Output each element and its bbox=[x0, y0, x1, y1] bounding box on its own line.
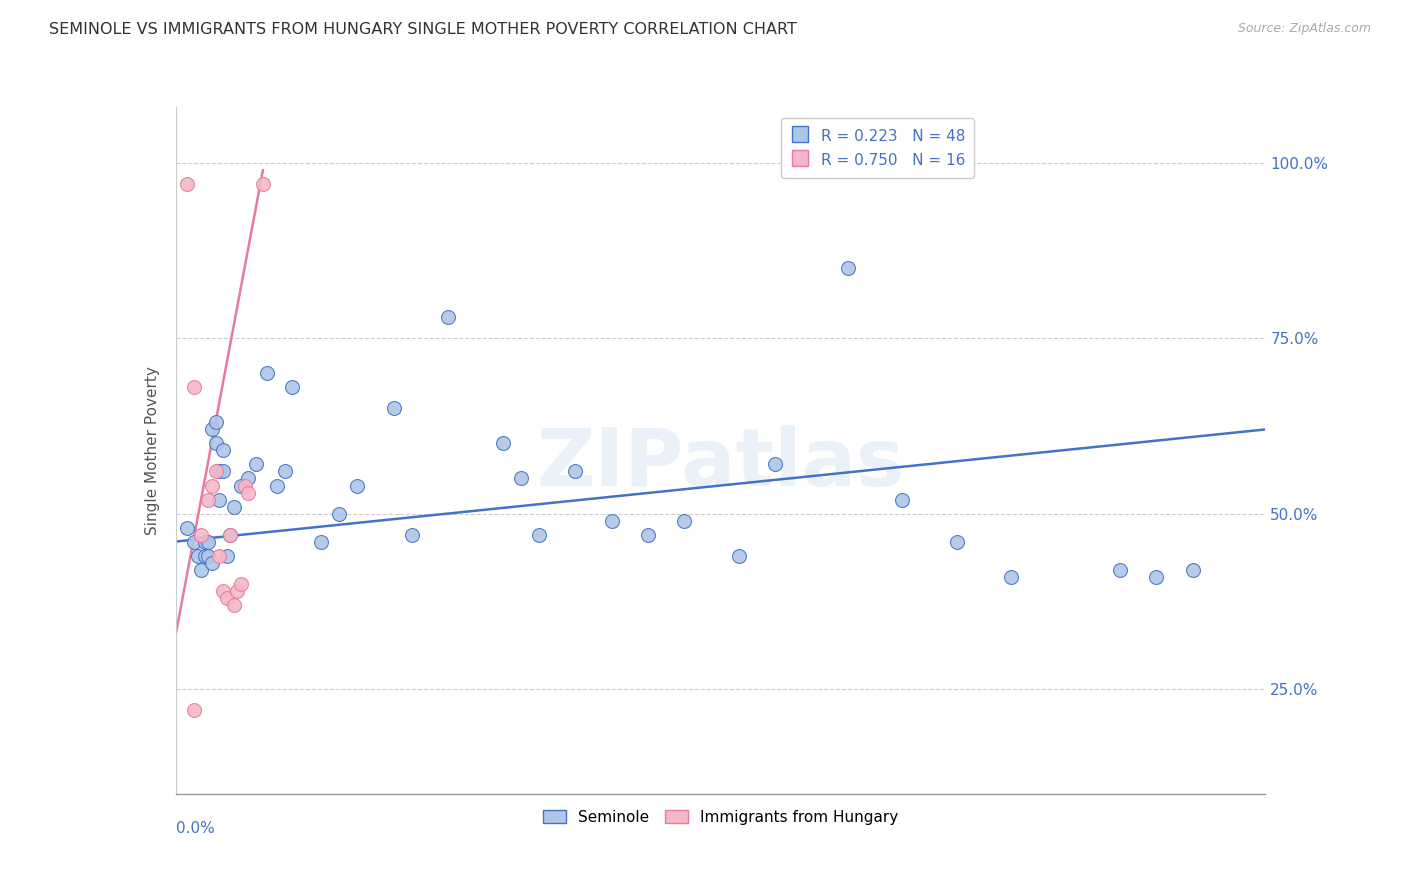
Point bbox=[437, 310, 460, 325]
Point bbox=[1000, 569, 1022, 583]
Point bbox=[509, 471, 531, 485]
Text: 0.0%: 0.0% bbox=[176, 822, 215, 837]
Text: SEMINOLE VS IMMIGRANTS FROM HUNGARY SINGLE MOTHER POVERTY CORRELATION CHART: SEMINOLE VS IMMIGRANTS FROM HUNGARY SING… bbox=[49, 22, 797, 37]
Point bbox=[204, 436, 226, 450]
Point bbox=[190, 527, 212, 541]
Point bbox=[945, 534, 967, 549]
Point bbox=[673, 514, 696, 528]
Point bbox=[309, 534, 332, 549]
Legend: Seminole, Immigrants from Hungary: Seminole, Immigrants from Hungary bbox=[537, 804, 904, 830]
Point bbox=[274, 465, 297, 479]
Point bbox=[208, 492, 231, 507]
Point bbox=[186, 549, 209, 563]
Point bbox=[201, 422, 224, 436]
Point bbox=[245, 458, 267, 472]
Point bbox=[222, 598, 245, 612]
Point bbox=[637, 527, 659, 541]
Point bbox=[492, 436, 515, 450]
Point bbox=[727, 549, 749, 563]
Point bbox=[238, 471, 260, 485]
Point bbox=[176, 177, 198, 191]
Point bbox=[201, 556, 224, 570]
Point bbox=[1109, 563, 1132, 577]
Point bbox=[837, 261, 859, 276]
Point bbox=[266, 478, 288, 492]
Point bbox=[190, 563, 212, 577]
Point bbox=[183, 534, 205, 549]
Point bbox=[197, 549, 219, 563]
Point bbox=[204, 465, 226, 479]
Point bbox=[891, 492, 914, 507]
Point bbox=[201, 478, 224, 492]
Point bbox=[212, 465, 235, 479]
Point bbox=[382, 401, 405, 416]
Point bbox=[219, 527, 242, 541]
Point bbox=[219, 527, 242, 541]
Point bbox=[1181, 563, 1204, 577]
Point bbox=[194, 534, 217, 549]
Point bbox=[256, 367, 278, 381]
Point bbox=[1146, 569, 1168, 583]
Point bbox=[763, 458, 786, 472]
Point bbox=[204, 416, 226, 430]
Point bbox=[281, 380, 304, 394]
Point bbox=[238, 485, 260, 500]
Point bbox=[208, 465, 231, 479]
Point bbox=[527, 527, 550, 541]
Point bbox=[194, 549, 217, 563]
Point bbox=[600, 514, 623, 528]
Point bbox=[231, 478, 253, 492]
Point bbox=[176, 520, 198, 534]
Point bbox=[183, 380, 205, 394]
Text: Source: ZipAtlas.com: Source: ZipAtlas.com bbox=[1237, 22, 1371, 36]
Point bbox=[212, 583, 235, 598]
Point bbox=[401, 527, 423, 541]
Point bbox=[215, 591, 238, 605]
Point bbox=[183, 703, 205, 717]
Point bbox=[252, 177, 274, 191]
Point bbox=[233, 478, 256, 492]
Point bbox=[564, 465, 586, 479]
Text: ZIPatlas: ZIPatlas bbox=[537, 425, 904, 503]
Point bbox=[222, 500, 245, 514]
Point bbox=[208, 549, 231, 563]
Point bbox=[197, 534, 219, 549]
Point bbox=[328, 507, 350, 521]
Point bbox=[212, 443, 235, 458]
Point bbox=[231, 576, 253, 591]
Point bbox=[197, 492, 219, 507]
Point bbox=[215, 549, 238, 563]
Point bbox=[346, 478, 368, 492]
Y-axis label: Single Mother Poverty: Single Mother Poverty bbox=[145, 366, 160, 535]
Point bbox=[226, 583, 249, 598]
